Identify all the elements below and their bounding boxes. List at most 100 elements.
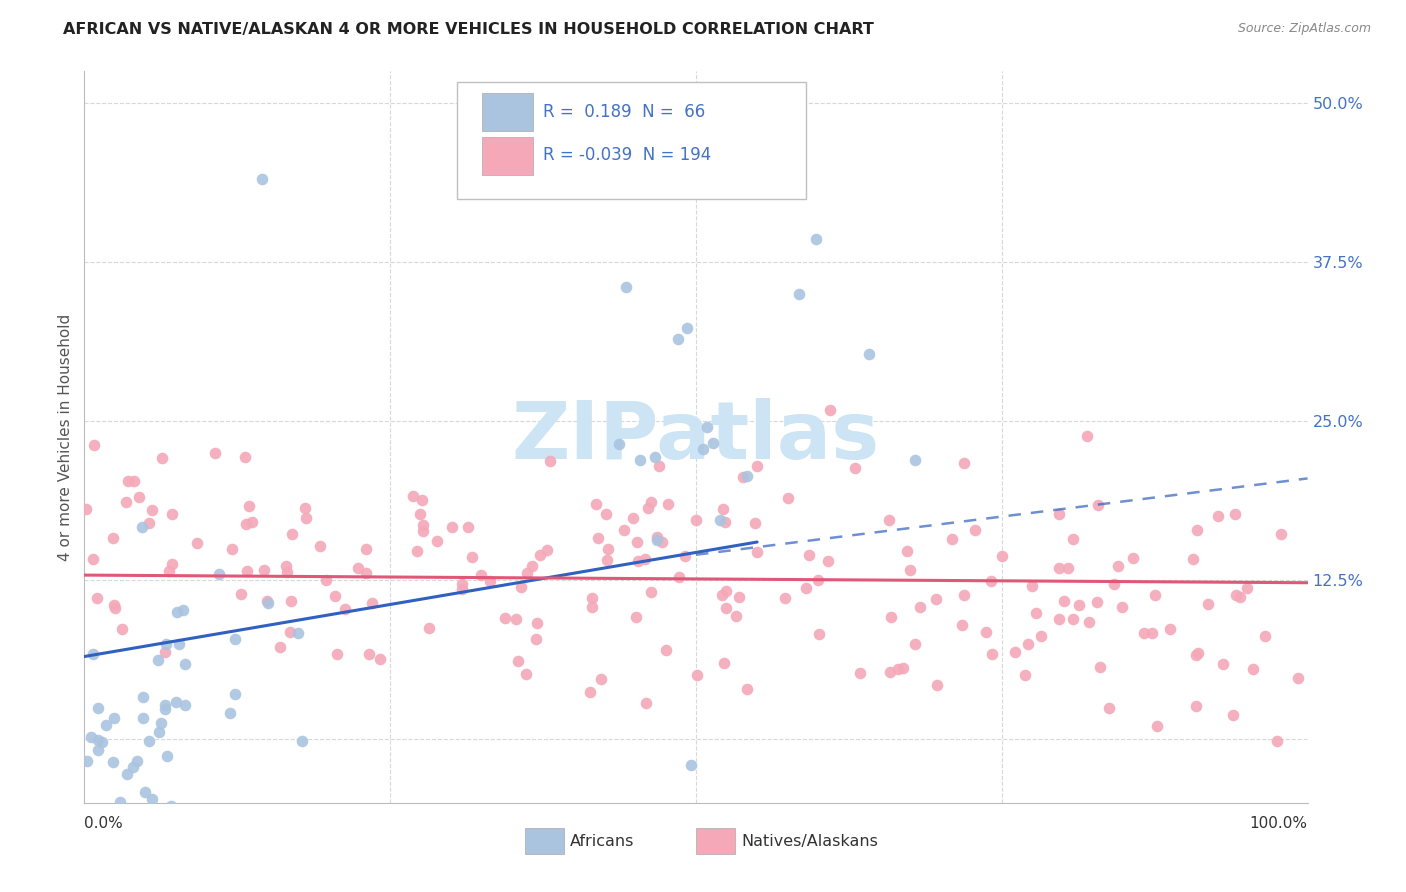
Point: [172, 603, 194, 617]
Point: [818, 402, 841, 417]
Point: [648, 458, 671, 473]
Point: [709, 513, 731, 527]
Point: [257, 596, 280, 610]
Point: [655, 643, 678, 657]
Point: [94, 836, 117, 850]
Point: [1133, 626, 1156, 640]
Point: [115, 766, 138, 780]
Point: [155, 637, 177, 651]
Point: [904, 452, 927, 467]
Point: [368, 652, 391, 666]
Point: [896, 543, 918, 558]
Point: [104, 601, 127, 615]
Point: [980, 647, 1002, 661]
Point: [280, 593, 302, 607]
Point: [426, 533, 449, 548]
Point: [668, 570, 690, 584]
Point: [308, 539, 330, 553]
Point: [256, 593, 278, 607]
Point: [86, 591, 108, 605]
Point: [418, 621, 440, 635]
Point: [898, 563, 921, 577]
Point: [1206, 509, 1229, 524]
Point: [516, 566, 538, 580]
Point: [440, 519, 463, 533]
Point: [347, 561, 370, 575]
Point: [716, 584, 738, 599]
Point: [1062, 612, 1084, 626]
Point: [134, 814, 156, 829]
Text: AFRICAN VS NATIVE/ALASKAN 4 OR MORE VEHICLES IN HOUSEHOLD CORRELATION CHART: AFRICAN VS NATIVE/ALASKAN 4 OR MORE VEHI…: [63, 22, 875, 37]
Point: [1185, 648, 1208, 662]
Point: [702, 435, 724, 450]
Point: [173, 698, 195, 712]
Point: [1052, 594, 1074, 608]
Point: [735, 469, 758, 483]
Point: [132, 711, 155, 725]
Point: [1062, 532, 1084, 546]
Point: [1111, 599, 1133, 614]
Point: [596, 542, 619, 557]
Point: [595, 507, 617, 521]
Text: R = -0.039  N = 194: R = -0.039 N = 194: [543, 146, 711, 164]
Point: [685, 513, 707, 527]
Point: [494, 611, 516, 625]
Point: [1090, 660, 1112, 674]
Point: [1140, 626, 1163, 640]
Point: [1017, 637, 1039, 651]
Point: [585, 497, 607, 511]
Text: R =  0.189  N =  66: R = 0.189 N = 66: [543, 103, 706, 120]
Point: [711, 502, 734, 516]
Point: [713, 656, 735, 670]
Point: [405, 543, 427, 558]
Point: [536, 543, 558, 558]
Point: [980, 574, 1002, 589]
Point: [1056, 561, 1078, 575]
Point: [787, 286, 810, 301]
Point: [735, 682, 758, 697]
Point: [76, 754, 98, 768]
Point: [1146, 719, 1168, 733]
Point: [578, 685, 600, 699]
Point: [627, 554, 650, 568]
Point: [1185, 523, 1208, 537]
Point: [150, 715, 173, 730]
Point: [224, 632, 246, 646]
Point: [1265, 734, 1288, 748]
Point: [1222, 708, 1244, 723]
Point: [858, 346, 880, 360]
Point: [796, 581, 818, 595]
Point: [1144, 588, 1167, 602]
Point: [80, 730, 103, 744]
Point: [974, 624, 997, 639]
Point: [141, 792, 163, 806]
Point: [409, 508, 432, 522]
Point: [1047, 561, 1070, 575]
Point: [122, 760, 145, 774]
Point: [879, 610, 901, 624]
Point: [1254, 629, 1277, 643]
Text: Natives/Alaskans: Natives/Alaskans: [741, 834, 879, 849]
Point: [114, 494, 136, 508]
Point: [250, 172, 273, 186]
Point: [411, 493, 433, 508]
Point: [82, 647, 104, 661]
Point: [357, 647, 380, 661]
Point: [1085, 595, 1108, 609]
Point: [101, 756, 124, 770]
Text: Africans: Africans: [569, 834, 634, 849]
Point: [596, 553, 619, 567]
FancyBboxPatch shape: [524, 828, 564, 854]
Point: [236, 564, 259, 578]
Point: [155, 748, 177, 763]
Point: [807, 627, 830, 641]
Point: [676, 321, 699, 335]
Point: [744, 516, 766, 531]
Point: [745, 544, 768, 558]
Point: [679, 757, 702, 772]
Point: [229, 587, 252, 601]
Point: [470, 567, 492, 582]
Point: [657, 497, 679, 511]
Point: [295, 511, 318, 525]
Point: [287, 626, 309, 640]
